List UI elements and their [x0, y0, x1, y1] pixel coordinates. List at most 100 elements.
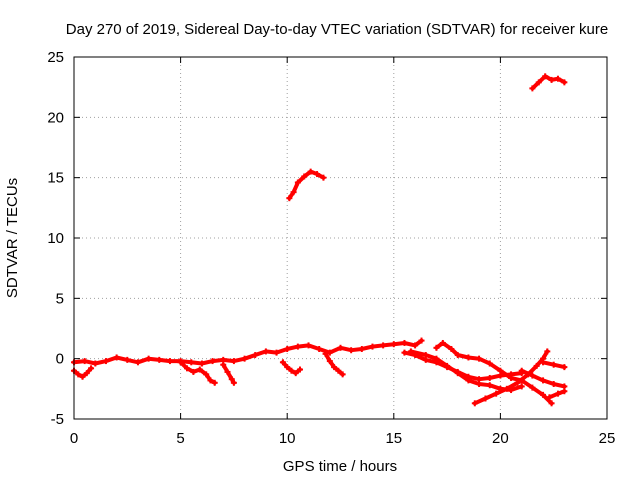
data-point: [554, 390, 561, 397]
data-point: [497, 367, 504, 374]
data-point: [113, 354, 120, 361]
data-point: [316, 346, 323, 353]
y-tick-label: 15: [47, 170, 64, 187]
data-point: [224, 368, 231, 375]
y-tick-label: 10: [47, 230, 64, 247]
data-point: [294, 179, 301, 186]
data-point: [284, 364, 291, 371]
data-point: [288, 367, 295, 374]
data-point: [546, 394, 553, 401]
data-point: [292, 370, 299, 377]
data-series-track-e: [279, 359, 303, 377]
data-point: [548, 76, 555, 83]
data-point: [134, 359, 141, 366]
data-point: [465, 377, 472, 384]
data-point: [183, 365, 190, 372]
chart-title: Day 270 of 2019, Sidereal Day-to-day VTE…: [66, 21, 608, 38]
data-point: [252, 352, 259, 359]
data-point: [503, 385, 510, 392]
data-point: [203, 371, 210, 378]
data-point: [145, 355, 152, 362]
data-series-track-a: [71, 337, 425, 367]
data-point: [209, 358, 216, 365]
x-tick-label: 5: [176, 430, 184, 447]
x-axis-label: GPS time / hours: [283, 458, 397, 475]
data-point: [448, 346, 455, 353]
data-point: [301, 173, 308, 180]
y-axis-label: SDTVAR / TECUs: [4, 178, 21, 298]
data-point: [529, 384, 536, 391]
data-point: [339, 371, 346, 378]
data-point: [486, 374, 493, 381]
data-point: [102, 358, 109, 365]
data-point: [88, 365, 95, 372]
data-point: [550, 381, 557, 388]
data-point: [124, 356, 131, 363]
data-point: [81, 358, 88, 365]
data-point: [422, 352, 429, 359]
data-point: [156, 356, 163, 363]
data-point: [540, 377, 547, 384]
data-tracks: [71, 73, 568, 407]
data-point: [561, 79, 568, 86]
data-point: [529, 85, 536, 92]
data-point: [533, 362, 540, 369]
data-point: [380, 342, 387, 349]
x-tick-label: 15: [385, 430, 402, 447]
data-point: [262, 348, 269, 355]
x-tick-label: 20: [492, 430, 509, 447]
data-point: [535, 79, 542, 86]
data-point: [79, 373, 86, 380]
data-point: [190, 368, 197, 375]
data-point: [284, 346, 291, 353]
data-point: [228, 376, 235, 383]
data-series-track-i: [433, 339, 555, 407]
data-point: [177, 359, 184, 366]
data-point: [207, 377, 214, 384]
data-point: [407, 348, 414, 355]
data-point: [166, 358, 173, 365]
data-point: [542, 73, 549, 80]
data-point: [286, 195, 293, 202]
data-point: [188, 359, 195, 366]
data-point: [241, 355, 248, 362]
y-axis-ticks: -5 0 5 10 15 20 25: [47, 49, 607, 428]
data-series-track-c: [177, 359, 218, 386]
data-point: [465, 354, 472, 361]
data-series-track-l: [540, 359, 568, 371]
data-point: [335, 367, 342, 374]
data-series-track-n: [286, 168, 327, 202]
y-tick-label: 20: [47, 109, 64, 126]
data-point: [220, 361, 227, 368]
data-series-track-j: [471, 348, 551, 407]
data-point: [196, 366, 203, 373]
data-point: [482, 395, 489, 402]
data-point: [307, 168, 314, 175]
data-point: [296, 366, 303, 373]
data-point: [412, 342, 419, 349]
data-series-track-m: [546, 388, 568, 401]
data-point: [294, 343, 301, 350]
data-point: [554, 75, 561, 82]
y-tick-label: 5: [56, 290, 64, 307]
data-point: [314, 171, 321, 178]
data-point: [561, 388, 568, 395]
data-point: [518, 383, 525, 390]
data-point: [529, 372, 536, 379]
series-line: [221, 362, 236, 385]
data-point: [433, 355, 440, 362]
y-tick-label: 0: [56, 351, 64, 368]
data-point: [279, 359, 286, 366]
data-point: [486, 382, 493, 389]
x-axis-ticks: 0 5 10 15 20 25: [70, 57, 615, 447]
data-point: [454, 370, 461, 377]
data-point: [320, 174, 327, 181]
data-point: [550, 361, 557, 368]
data-point: [476, 355, 483, 362]
data-point: [514, 379, 521, 386]
data-point: [273, 349, 280, 356]
data-point: [433, 344, 440, 351]
data-point: [230, 358, 237, 365]
data-point: [401, 349, 408, 356]
